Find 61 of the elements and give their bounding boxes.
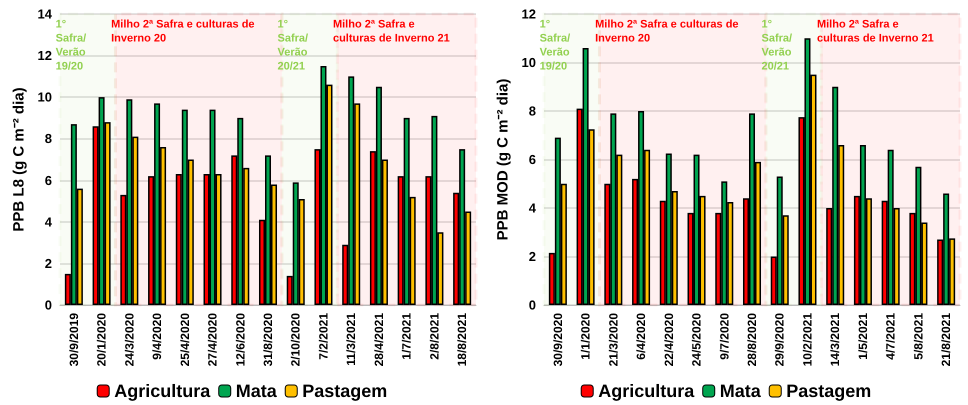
x-tick-label: 7/2/2021: [316, 312, 330, 360]
y-tick-label: 6: [44, 172, 52, 188]
y-tick-label: 10: [38, 90, 52, 105]
x-tick-label: 9/7/2020: [717, 312, 732, 360]
x-tick-label: 9/4/2020: [150, 312, 164, 360]
y-tick-label: 0: [44, 298, 52, 312]
x-tick-label: 21/8/2021: [939, 312, 954, 366]
band-label: Milho 2ª Safra e culturas de Inverno 20: [111, 18, 258, 44]
y-axis-title: PPB MOD (g C m⁻² dia): [494, 78, 512, 240]
x-tick-label: 28/4/2021: [372, 312, 386, 366]
legend-label: Mata: [236, 381, 278, 401]
y-tick-label: 10: [522, 55, 536, 70]
x-tick-label: 20/1/2020: [94, 312, 109, 366]
x-tick-label: 12/6/2020: [233, 312, 248, 366]
x-tick-label: 30/9/2020: [550, 312, 565, 366]
x-tick-label: 21/3/2020: [606, 312, 620, 366]
y-axis-title: PPB L8 (g C m⁻² dia): [10, 87, 28, 232]
y-tick-label: 4: [44, 214, 53, 230]
x-tick-label: 2/10/2020: [288, 312, 303, 366]
x-tick-label: 31/8/2020: [261, 312, 275, 366]
y-tick-label: 4: [528, 200, 537, 216]
legend-label: Pastagem: [786, 381, 872, 401]
band-label: 1° Safra/Verão 20/21: [762, 18, 795, 72]
legend-label: Agricultura: [114, 381, 212, 401]
x-tick-label: 24/3/2020: [122, 312, 136, 366]
y-tick-label: 8: [528, 104, 536, 118]
x-tick-label: 25/4/2020: [178, 312, 192, 366]
band-label: Milho 2ª Safra e culturas de Inverno 21: [816, 18, 934, 44]
x-tick-label: 29/9/2020: [772, 312, 787, 366]
x-tick-label: 6/4/2020: [634, 312, 648, 360]
x-tick-label: 27/4/2020: [206, 312, 220, 366]
y-tick-label: 12: [38, 48, 52, 64]
y-tick-label: 8: [44, 131, 52, 146]
x-tick-label: 28/8/2020: [745, 312, 759, 366]
x-tick-label: 1/5/2021: [856, 312, 870, 360]
x-tick-label: 22/4/2020: [662, 312, 676, 366]
band-label: Milho 2ª Safra e culturas de Inverno 21: [332, 18, 450, 44]
x-tick-label: 14/3/2021: [828, 312, 842, 366]
x-tick-label: 24/5/2020: [690, 312, 704, 366]
x-tick-label: 1/1/2020: [578, 312, 593, 360]
x-tick-label: 10/2/2021: [800, 312, 814, 366]
band-label: 1° Safra/Verão 20/21: [278, 18, 311, 72]
x-tick-label: 1/7/2021: [400, 312, 414, 360]
x-tick-label: 30/9/2019: [66, 312, 81, 366]
x-tick-label: 2/8/2021: [427, 312, 442, 360]
band-label: 1° Safra/Verão 19/20: [56, 18, 89, 72]
x-tick-label: 18/8/2021: [455, 312, 470, 366]
x-tick-label: 5/8/2021: [911, 312, 926, 360]
x-tick-label: 11/3/2021: [344, 312, 358, 366]
y-tick-label: 2: [44, 256, 52, 271]
legend-label: Mata: [720, 381, 762, 401]
y-tick-label: 2: [528, 249, 536, 264]
x-tick-label: 4/7/2021: [884, 312, 898, 360]
y-tick-label: 12: [522, 6, 536, 22]
y-tick-label: 14: [38, 6, 53, 22]
band-label: Milho 2ª Safra e culturas de Inverno 20: [595, 18, 742, 44]
y-tick-label: 6: [528, 152, 536, 167]
legend-label: Agricultura: [598, 381, 696, 401]
y-tick-label: 0: [528, 298, 536, 312]
legend-label: Pastagem: [302, 381, 388, 401]
band-label: 1° Safra/Verão 19/20: [540, 18, 573, 72]
